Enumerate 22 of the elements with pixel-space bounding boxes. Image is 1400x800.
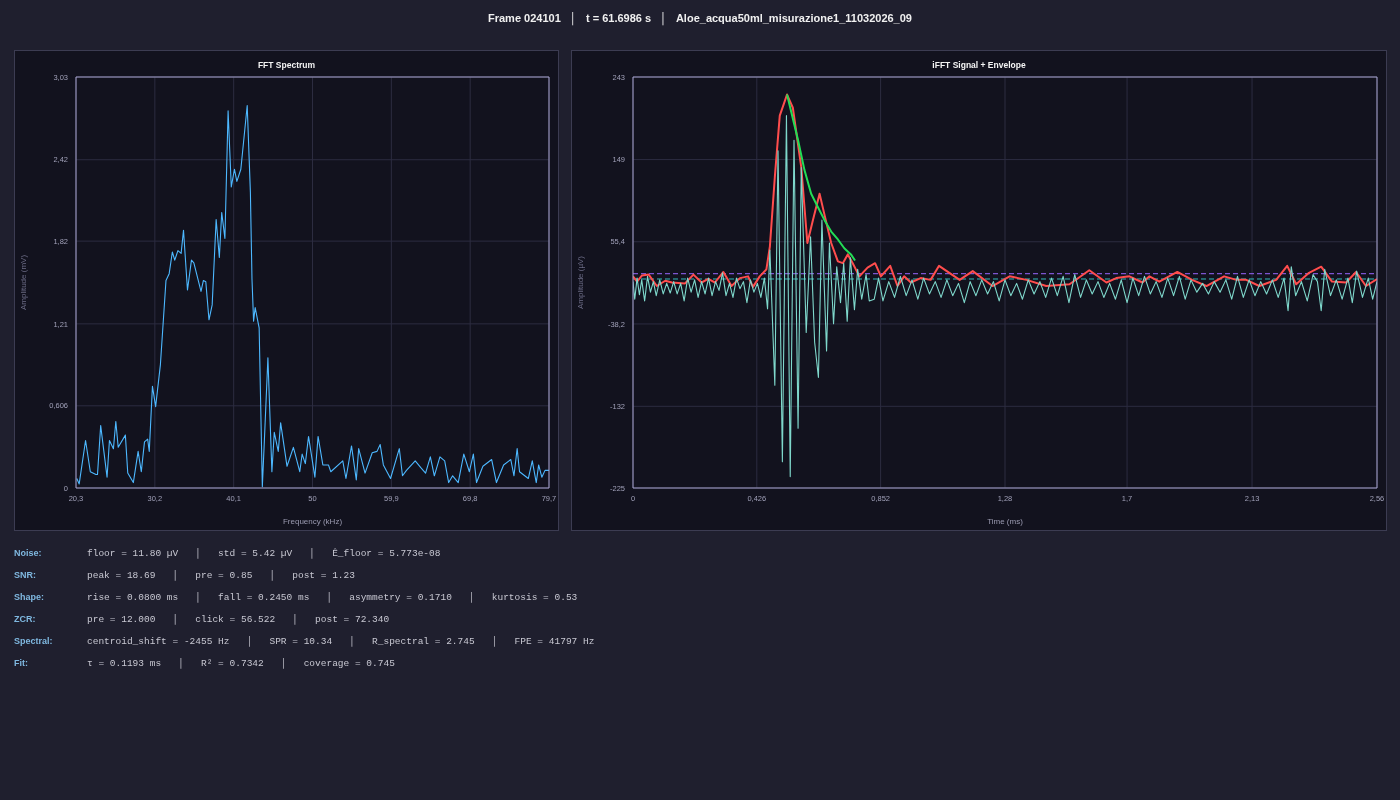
y-axis-title: Amplitude (mV) — [18, 254, 28, 311]
text: SNR: — [14, 570, 36, 580]
text: τ = 0.1193 ms │ R² = 0.7342 │ coverage = 0.745 — [87, 658, 395, 669]
x-axis-title: Time (ms) — [987, 517, 1024, 526]
line-series — [633, 93, 1377, 288]
text: centroid_shift = -2455 Hz │ SPR = 10.34 │ R_spectral = 2.745 │ FPE = 41797 Hz — [87, 636, 595, 647]
text: Noise: — [14, 548, 42, 558]
text: ZCR: — [14, 614, 36, 624]
text: peak = 18.69 │ pre = 0.85 │ post = 1.23 — [87, 570, 355, 581]
text: Shape: — [14, 592, 45, 602]
y-axis-title: Amplitude (µV) — [575, 255, 585, 310]
text: floor = 11.80 µV │ std = 5.42 µV │ Ê_floor = 5.773e-08 — [87, 548, 441, 559]
line-series — [633, 115, 1377, 478]
text: Spectral: — [14, 636, 53, 646]
text: rise = 0.0800 ms │ fall = 0.2450 ms │ asymmetry = 0.1710 │ kurtosis = 0.53 — [87, 592, 578, 603]
chart-title: iFFT Signal + Envelope — [931, 60, 1027, 70]
chart-title: FFT Spectrum — [256, 60, 317, 70]
x-axis-title: Frequency (kHz) — [282, 517, 343, 526]
line-series — [786, 93, 857, 262]
text: Frame 024101 │ t = 61.6986 s │ Aloe_acqua50ml_misurazione1_11032026_09 — [487, 12, 913, 24]
text: Fit: — [14, 658, 28, 668]
text: pre = 12.000 │ click = 56.522 │ post = 72.340 — [87, 614, 390, 625]
